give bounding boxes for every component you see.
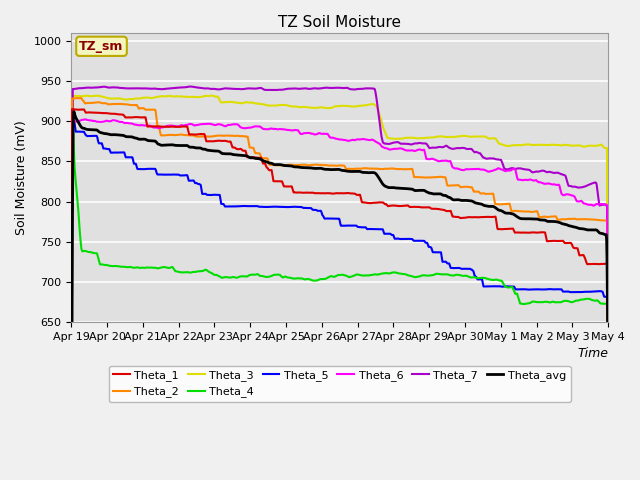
Legend: Theta_1, Theta_2, Theta_3, Theta_4, Theta_5, Theta_6, Theta_7, Theta_avg: Theta_1, Theta_2, Theta_3, Theta_4, Thet…: [109, 366, 571, 402]
Title: TZ Soil Moisture: TZ Soil Moisture: [278, 15, 401, 30]
Text: TZ_sm: TZ_sm: [79, 40, 124, 53]
Text: Time: Time: [577, 347, 608, 360]
Y-axis label: Soil Moisture (mV): Soil Moisture (mV): [15, 120, 28, 235]
